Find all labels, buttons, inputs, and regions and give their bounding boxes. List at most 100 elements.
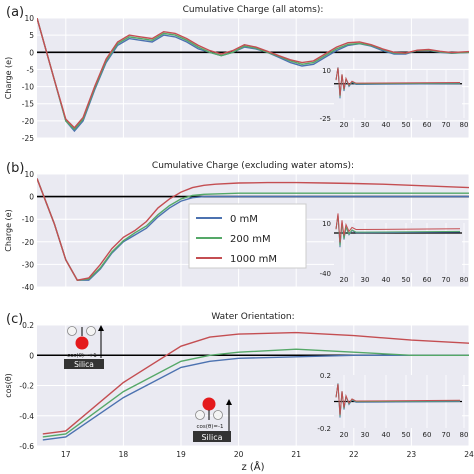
inset-y-tick-label: -40 (320, 270, 331, 278)
inset-x-tick-label: 50 (402, 121, 411, 129)
hydrogen-atom (67, 326, 77, 336)
y-tick-label: -10 (22, 83, 34, 92)
inset-series-line (335, 383, 461, 415)
inset-series-line (335, 213, 461, 243)
inset-x-tick-label: 70 (442, 276, 451, 284)
chart-panel: 0.2 0 -0.2 -0.4 -0.6 Water Orientation: (c) cos… (4, 312, 470, 451)
water-down-illustration: cos(θ)=-1 Silica (193, 397, 232, 442)
inset-y-tick-label: -0.2 (317, 425, 331, 433)
panel-label: (b) (6, 161, 24, 176)
silica-label: Silica (201, 433, 222, 442)
series-group (37, 18, 469, 133)
inset-y-tick-label: 10 (322, 220, 331, 228)
inset: 10 -25 20 30 40 50 60 70 80 (320, 67, 469, 129)
y-tick-label: 0 (29, 193, 34, 202)
y-axis-label: Charge (e) (4, 209, 13, 251)
y-tick-label: -5 (27, 65, 35, 74)
inset-x-tick-label: 40 (382, 121, 391, 129)
hydrogen-atom (213, 410, 223, 420)
x-tick-label: 17 (61, 450, 71, 459)
inset-x-tick-label: 20 (340, 431, 349, 439)
inset-x-tick-label: 30 (361, 276, 370, 284)
inset: 10 -40 20 30 40 50 60 70 80 (320, 213, 469, 284)
panel-label: (c) (6, 312, 23, 327)
silica-label: Silica (74, 360, 94, 369)
series-line (37, 18, 469, 129)
y-tick-label: -40 (22, 283, 34, 292)
y-tick-label: 10 (24, 14, 34, 23)
y-tick-label: -0.2 (19, 382, 34, 391)
series-line (37, 178, 469, 281)
y-tick-label: -30 (22, 260, 34, 269)
y-tick-label: 0.2 (22, 321, 34, 330)
orientation-label: cos(θ)=+1 (67, 353, 97, 359)
y-axis-label: Charge (e) (4, 57, 13, 99)
series-group (37, 178, 469, 281)
legend-label: 1000 mM (230, 254, 277, 265)
y-tick-label: 5 (29, 31, 34, 40)
silica-badge (193, 431, 231, 442)
x-tick-label: 21 (291, 450, 301, 459)
inset-y-tick-label: -25 (320, 115, 331, 123)
inset-x-tick-label: 70 (442, 431, 451, 439)
series-line (42, 348, 469, 438)
y-tick-label: 0 (29, 351, 34, 360)
x-axis-label: z (Å) (241, 460, 264, 473)
x-tick-label: 19 (176, 450, 186, 459)
inset-y-tick-label: 0.2 (320, 372, 331, 380)
panel-title: Cumulative Charge (all atoms): (183, 5, 324, 15)
legend-label: 0 mM (230, 214, 258, 225)
series-line (37, 18, 469, 133)
inset-x-tick-label: 30 (361, 121, 370, 129)
hydrogen-atom (86, 326, 96, 336)
inset-x-tick-label: 80 (460, 276, 469, 284)
inset-x-tick-label: 60 (423, 121, 432, 129)
inset-x-tick-label: 30 (361, 431, 370, 439)
panel-label: (a) (6, 5, 24, 20)
series-line (37, 178, 469, 281)
y-axis-label: cos(θ) (4, 373, 13, 398)
oxygen-atom (202, 397, 216, 411)
inset-y-tick-label: 10 (322, 67, 331, 75)
y-tick-label: -20 (22, 117, 34, 126)
y-tick-label: -15 (22, 100, 34, 109)
inset-x-tick-label: 60 (423, 276, 432, 284)
series-line (42, 354, 469, 441)
oxygen-atom (75, 336, 89, 350)
inset: 0.2 -0.2 20 30 40 50 60 70 80 (317, 372, 468, 439)
series-line (42, 331, 469, 435)
x-tick-label: 24 (464, 450, 474, 459)
inset-background (334, 70, 462, 118)
legend: 0 mM 200 mM 1000 mM (188, 203, 307, 269)
arrow-head (226, 399, 232, 405)
y-tick-label: -20 (22, 238, 34, 247)
legend-label: 200 mM (230, 234, 271, 245)
y-tick-label: -0.6 (19, 442, 34, 451)
x-tick-label: 22 (349, 450, 359, 459)
inset-x-tick-label: 80 (460, 431, 469, 439)
inset-x-tick-label: 40 (382, 276, 391, 284)
inset-x-tick-label: 50 (402, 276, 411, 284)
series-group (42, 331, 469, 441)
y-tick-label: 10 (24, 170, 34, 179)
inset-x-tick-label: 60 (423, 431, 432, 439)
y-tick-label: -0.4 (19, 412, 34, 421)
inset-x-tick-label: 50 (402, 431, 411, 439)
y-tick-label: 0 (29, 48, 34, 57)
inset-x-tick-label: 20 (340, 276, 349, 284)
x-tick-label: 20 (234, 450, 244, 459)
panel-title: Water Orientation: (211, 312, 294, 322)
silica-badge (64, 359, 104, 369)
orientation-label: cos(θ)=-1 (196, 424, 223, 430)
panel-title: Cumulative Charge (excluding water atoms… (152, 161, 354, 171)
x-tick-label: 18 (119, 450, 129, 459)
inset-x-tick-label: 80 (460, 121, 469, 129)
series-line (37, 178, 469, 281)
inset-x-tick-label: 20 (340, 121, 349, 129)
inset-series-line (335, 67, 461, 96)
y-tick-label: -25 (22, 134, 34, 143)
arrow-head (98, 325, 104, 331)
x-tick-label: 23 (407, 450, 417, 459)
